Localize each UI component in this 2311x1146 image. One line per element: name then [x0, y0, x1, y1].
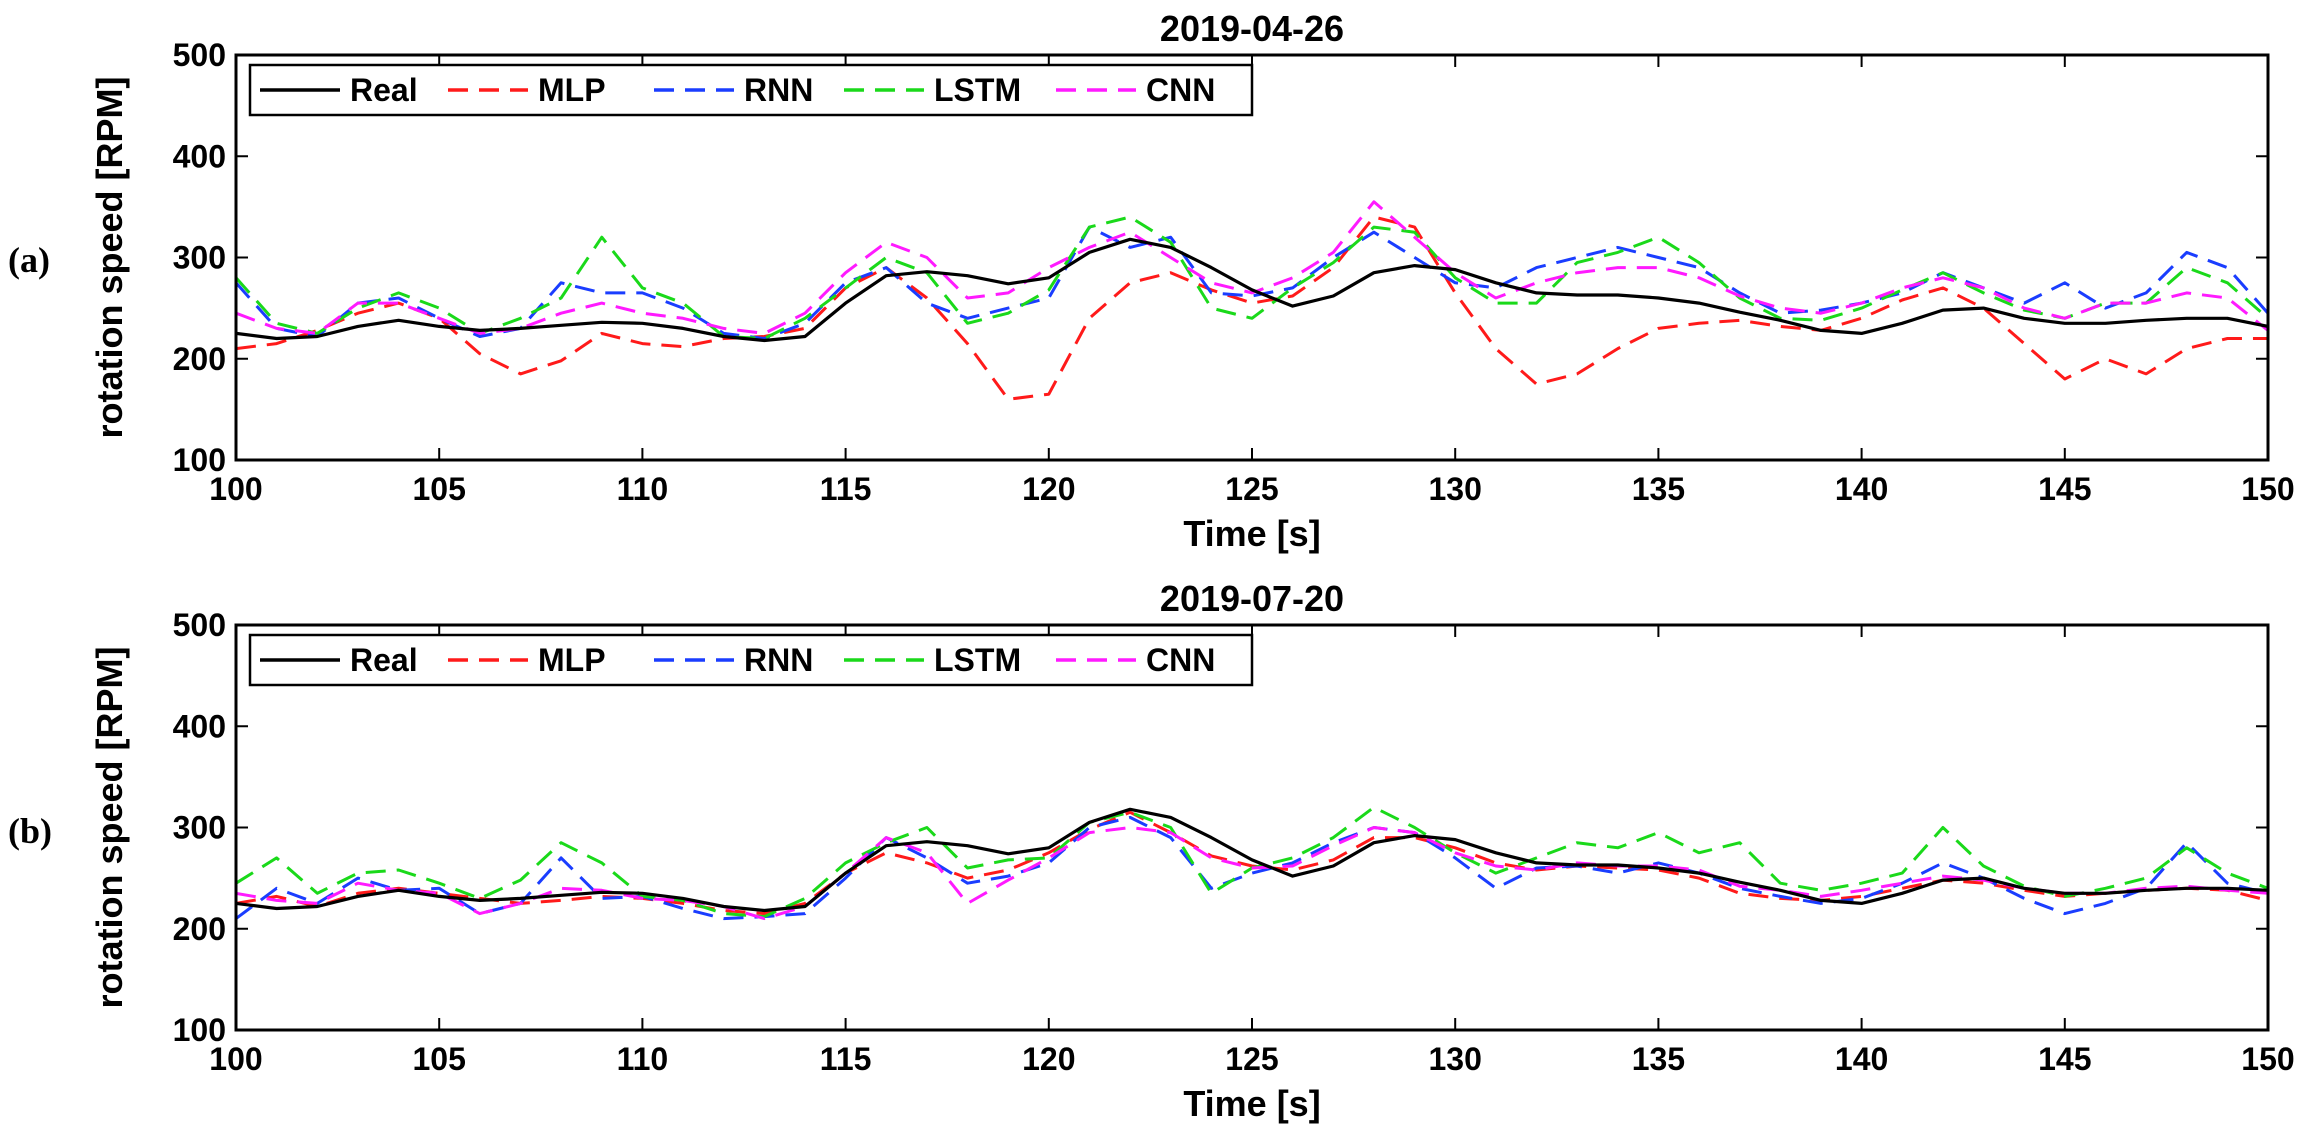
legend-label-cnn: CNN — [1146, 642, 1215, 678]
x-tick-label: 145 — [2038, 471, 2091, 507]
x-tick-label: 120 — [1022, 1041, 1075, 1077]
y-tick-label: 100 — [173, 442, 226, 478]
x-tick-label: 135 — [1632, 471, 1685, 507]
x-tick-label: 125 — [1225, 1041, 1278, 1077]
x-tick-label: 140 — [1835, 1041, 1888, 1077]
x-axis-label: Time [s] — [1183, 1083, 1320, 1124]
y-axis-label: rotation speed [RPM] — [89, 646, 130, 1008]
x-tick-label: 105 — [413, 471, 466, 507]
x-tick-label: 100 — [209, 471, 262, 507]
y-tick-label: 400 — [173, 708, 226, 744]
x-tick-label: 115 — [820, 471, 872, 507]
x-tick-label: 110 — [617, 1041, 669, 1077]
series-line-cnn — [236, 826, 2268, 921]
legend: Real MLP RNN LSTM CNN — [248, 63, 1254, 117]
series-line-mlp — [236, 215, 2268, 401]
y-tick-label: 100 — [173, 1012, 226, 1048]
x-tick-label: 150 — [2241, 471, 2294, 507]
panel-label: (a) — [8, 240, 50, 280]
axes-frame — [234, 623, 2270, 1032]
legend-label-real: Real — [350, 72, 418, 108]
legend-label-lstm: LSTM — [934, 72, 1021, 108]
legend-box — [248, 63, 1254, 117]
panel-label: (b) — [8, 811, 52, 851]
x-axis-label: Time [s] — [1183, 513, 1320, 554]
x-tick-label: 130 — [1429, 1041, 1482, 1077]
series-line-rnn — [236, 815, 2268, 921]
series-line-real — [236, 237, 2268, 343]
series-line-real — [236, 807, 2268, 913]
x-tick-label: 140 — [1835, 471, 1888, 507]
y-tick-label: 400 — [173, 138, 226, 174]
axes-frame — [234, 53, 2270, 462]
legend-label-cnn: CNN — [1146, 72, 1215, 108]
legend-label-rnn: RNN — [744, 72, 813, 108]
x-tick-label: 105 — [413, 1041, 466, 1077]
legend-label-mlp: MLP — [538, 642, 606, 678]
y-tick-label: 300 — [173, 240, 226, 276]
x-tick-label: 135 — [1632, 1041, 1685, 1077]
chart-panel: 100 105 110 115 120 125 130 135 140 145 150 100 200 3… — [8, 8, 2295, 554]
x-tick-label: 100 — [209, 1041, 262, 1077]
series-line-mlp — [236, 810, 2268, 916]
y-tick-label: 300 — [173, 810, 226, 846]
x-tick-label: 150 — [2241, 1041, 2294, 1077]
series-line-cnn — [236, 200, 2268, 335]
legend-label-rnn: RNN — [744, 642, 813, 678]
y-axis-label: rotation speed [RPM] — [89, 76, 130, 438]
y-tick-label: 200 — [173, 341, 226, 377]
x-tick-label: 120 — [1022, 471, 1075, 507]
y-tick-label: 200 — [173, 911, 226, 947]
chart-panel: 100 105 110 115 120 125 130 135 140 145 150 100 200 3… — [8, 578, 2295, 1124]
legend-box — [248, 633, 1254, 687]
x-tick-label: 115 — [820, 1041, 872, 1077]
x-tick-label: 110 — [617, 471, 669, 507]
chart-title: 2019-04-26 — [1160, 8, 1344, 49]
series-line-lstm — [236, 215, 2268, 340]
y-tick-label: 500 — [173, 37, 226, 73]
y-tick-label: 500 — [173, 607, 226, 643]
x-tick-label: 125 — [1225, 471, 1278, 507]
x-tick-label: 145 — [2038, 1041, 2091, 1077]
legend-label-lstm: LSTM — [934, 642, 1021, 678]
chart-title: 2019-07-20 — [1160, 578, 1344, 619]
legend-label-mlp: MLP — [538, 72, 606, 108]
legend-label-real: Real — [350, 642, 418, 678]
legend: Real MLP RNN LSTM CNN — [248, 633, 1254, 687]
x-tick-label: 130 — [1429, 471, 1482, 507]
